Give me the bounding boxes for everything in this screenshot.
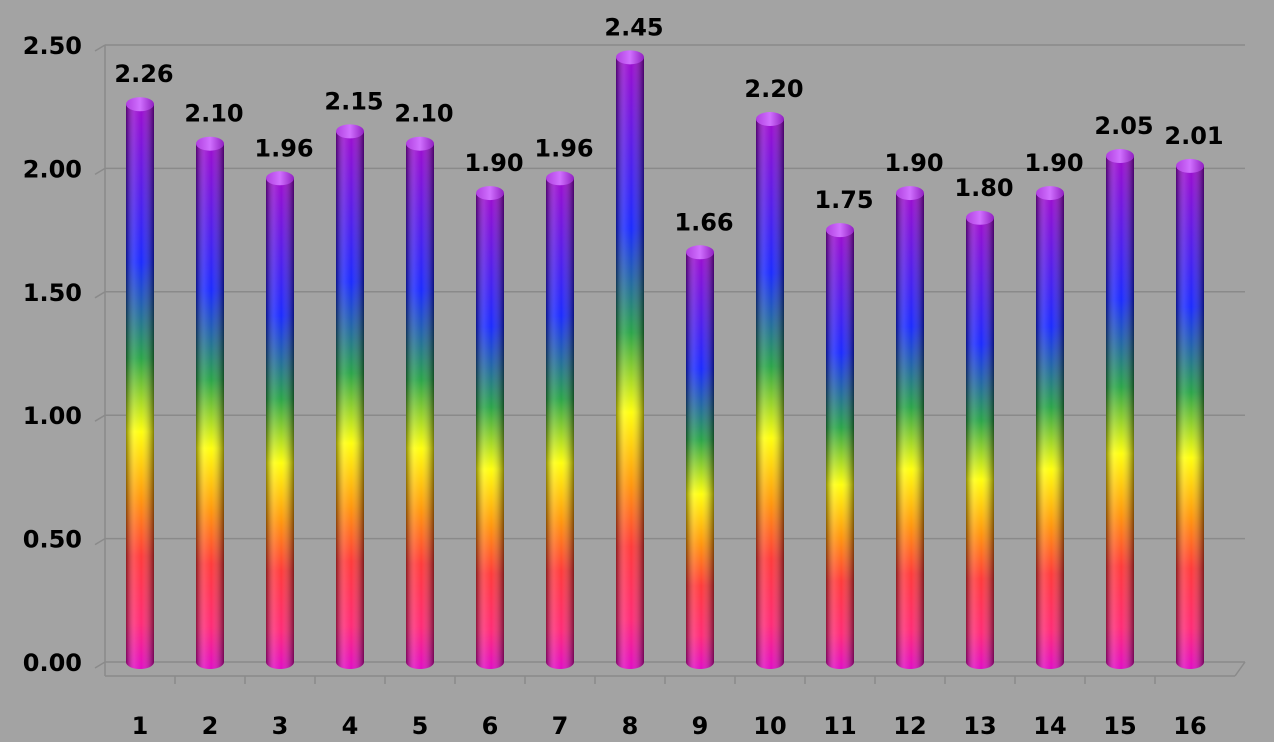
bar-shading: [756, 119, 784, 670]
x-tick-label: 3: [272, 712, 289, 740]
y-tick-label: 1.50: [23, 279, 82, 307]
bar-7: [546, 171, 574, 669]
x-tick-label: 1: [132, 712, 149, 740]
data-label: 1.66: [674, 208, 733, 236]
bar-shading: [546, 178, 574, 669]
bar-16: [1176, 158, 1204, 669]
y-tick-label: 2.00: [23, 155, 82, 183]
data-label: 1.96: [534, 134, 593, 162]
data-label: 2.45: [604, 13, 663, 41]
data-label: 2.01: [1164, 122, 1223, 150]
bar-11: [826, 223, 854, 669]
bar-3: [266, 171, 294, 669]
x-tick-label: 4: [342, 712, 359, 740]
x-tick-label: 6: [482, 712, 499, 740]
x-tick-label: 5: [412, 712, 429, 740]
bar-6: [476, 186, 504, 669]
data-label: 2.05: [1094, 112, 1153, 140]
data-label: 1.90: [1024, 149, 1083, 177]
y-tick-label: 0.00: [23, 649, 82, 677]
bar-shading: [336, 131, 364, 669]
bar-shading: [1036, 193, 1064, 669]
data-label: 2.15: [324, 87, 383, 115]
bar-cap: [826, 223, 854, 238]
bar-cap: [616, 50, 644, 65]
data-label: 1.75: [814, 186, 873, 214]
gridline-depth: [94, 661, 106, 669]
gridlines: [94, 44, 1246, 684]
bar-shading: [476, 193, 504, 669]
x-tick-label: 11: [823, 712, 856, 740]
x-tick-label: 13: [963, 712, 996, 740]
x-tick-label: 7: [552, 712, 569, 740]
data-label: 1.96: [254, 134, 313, 162]
x-tick-label: 8: [622, 712, 639, 740]
floor-right-edge: [1234, 661, 1246, 677]
bar-cap: [266, 171, 294, 186]
gridline-depth: [94, 414, 106, 422]
x-tick-label: 9: [692, 712, 709, 740]
bar-10: [756, 112, 784, 670]
bar-cap: [336, 124, 364, 139]
bar-shading: [966, 217, 994, 669]
gridline-depth: [94, 167, 106, 176]
x-tick-label: 10: [753, 712, 786, 740]
bar-14: [1036, 186, 1064, 669]
bar-cap: [1106, 149, 1134, 164]
bar-shading: [1176, 165, 1204, 669]
data-label: 1.80: [954, 174, 1013, 202]
bar-12: [896, 186, 924, 669]
bar-shading: [126, 104, 154, 670]
data-label: 2.10: [184, 100, 243, 128]
gridline-depth: [94, 44, 106, 52]
data-label: 2.10: [394, 100, 453, 128]
data-label: 2.20: [744, 75, 803, 103]
data-label: 1.90: [884, 149, 943, 177]
bar-shading: [686, 252, 714, 669]
bar-1: [126, 97, 154, 670]
bars: [126, 50, 1204, 670]
bar-cap: [1036, 186, 1064, 201]
bar-cap: [406, 136, 434, 151]
bar-cap: [546, 171, 574, 186]
data-labels: 2.26 2.10 1.96 2.15 2.10 1.90 1.96 2.45 1.66 2.20…: [114, 13, 1223, 236]
bar-shading: [826, 230, 854, 669]
bar-8: [616, 50, 644, 669]
bar-cap: [756, 112, 784, 127]
bar-9: [686, 245, 714, 669]
bar-cap: [476, 186, 504, 201]
bar-cap: [966, 210, 994, 225]
bar-shading: [896, 193, 924, 669]
bar-4: [336, 124, 364, 669]
gridline-depth: [94, 291, 106, 299]
bar-shading: [196, 143, 224, 669]
bar-15: [1106, 149, 1134, 669]
x-tick-label: 12: [893, 712, 926, 740]
bar-13: [966, 210, 994, 669]
y-tick-label: 0.50: [23, 526, 82, 554]
y-tick-label: 1.00: [23, 402, 82, 430]
bar-cap: [126, 97, 154, 112]
data-label: 1.90: [464, 149, 523, 177]
x-tick-label: 2: [202, 712, 219, 740]
data-label: 2.26: [114, 60, 173, 88]
bar-shading: [266, 178, 294, 669]
bar-shading: [1106, 156, 1134, 669]
bar-cap: [196, 136, 224, 151]
x-tick-label: 14: [1033, 712, 1066, 740]
bar-cap: [1176, 158, 1204, 173]
x-axis-tick-labels: 1 2 3 4 5 6 7 8 9 10 11 12 13 14 15 16: [132, 712, 1207, 740]
bar-cap: [896, 186, 924, 201]
bar-shading: [406, 143, 434, 670]
y-axis-tick-labels: 0.00 0.50 1.00 1.50 2.00 2.50: [23, 32, 82, 677]
bar-shading: [616, 57, 644, 669]
x-tick-label: 16: [1173, 712, 1206, 740]
gridline-depth: [94, 537, 106, 546]
bar-2: [196, 136, 224, 669]
y-tick-label: 2.50: [23, 32, 82, 60]
bar-cap: [686, 245, 714, 260]
x-tick-label: 15: [1103, 712, 1136, 740]
bar-5: [406, 136, 434, 670]
